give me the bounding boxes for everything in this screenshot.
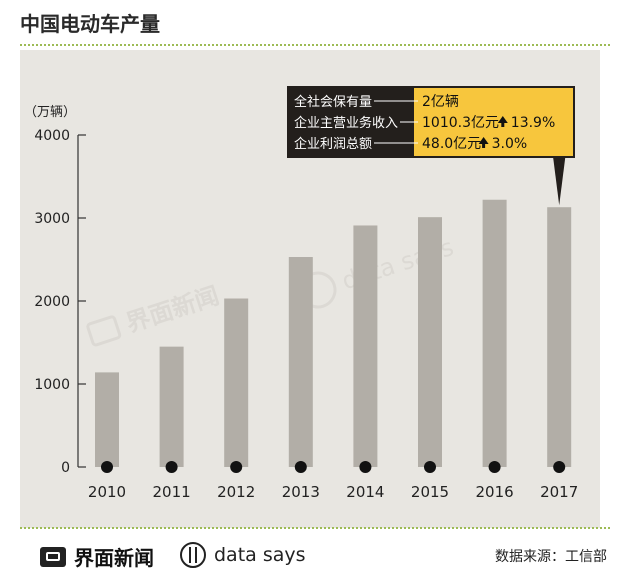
x-dot-2012 (230, 461, 243, 473)
x-tick-label: 2013 (282, 483, 320, 501)
watermark: 界面新闻 data says (86, 233, 457, 347)
x-dot-2015 (424, 461, 436, 473)
jiemian-logo-icon (40, 546, 66, 567)
x-dot-2010 (101, 461, 113, 473)
up-arrow-icon (478, 137, 489, 144)
x-tick-label: 2015 (411, 483, 449, 501)
footer-brand-text: 界面新闻 (74, 546, 154, 570)
bottom-divider (20, 527, 610, 529)
bar-2017 (547, 207, 572, 467)
bar-2011 (159, 346, 184, 467)
data-source: 数据来源：工信部 (495, 549, 607, 565)
watermark-logo-icon (86, 315, 122, 347)
up-arrow-icon (497, 116, 508, 123)
x-tick-label: 2014 (346, 483, 384, 501)
callout-row-change: 3.0% (492, 136, 528, 152)
footer-data-says: data says (180, 542, 306, 568)
x-dot-2016 (488, 461, 501, 473)
chart-title: 中国电动车产量 (20, 12, 160, 36)
y-tick-label: 2000 (34, 294, 70, 310)
y-tick-label: 0 (61, 460, 70, 476)
up-arrow-stem (482, 143, 486, 148)
callout-row-value: 48.0亿元 (422, 136, 481, 152)
watermark-brand: 界面新闻 (123, 281, 223, 337)
y-axis-label: （万辆） (24, 105, 76, 120)
top-divider (20, 44, 610, 46)
x-dot-2017 (553, 461, 566, 473)
callout-row-label: 企业利润总额 (294, 136, 372, 152)
y-tick-label: 1000 (34, 377, 70, 393)
x-dot-2013 (294, 461, 307, 473)
x-dot-2014 (359, 461, 372, 473)
data-says-text: data says (214, 544, 306, 566)
y-tick-label: 4000 (34, 128, 70, 144)
footer-brand: 界面新闻 (40, 542, 154, 571)
data-says-icon (180, 542, 206, 568)
callout-row-value: 1010.3亿元 (422, 115, 499, 131)
bar-2012 (224, 298, 249, 467)
x-tick-label: 2016 (476, 483, 514, 501)
bar-2015 (418, 217, 442, 467)
bar-2013 (288, 257, 313, 467)
callout-row-change: 13.9% (511, 115, 555, 131)
bar-2014 (353, 225, 378, 467)
x-tick-label: 2012 (217, 483, 255, 501)
y-tick-label: 3000 (34, 211, 70, 227)
callout-value-panel (414, 88, 573, 156)
bar-2016 (482, 199, 507, 468)
x-tick-label: 2011 (153, 483, 191, 501)
x-dot-2011 (165, 461, 178, 473)
callout-row-label: 企业主营业务收入 (294, 115, 398, 131)
callout-pointer (553, 158, 566, 206)
bar-2010 (95, 372, 119, 467)
x-tick-label: 2010 (88, 483, 126, 501)
up-arrow-stem (501, 122, 505, 127)
callout-row-label: 全社会保有量 (294, 94, 372, 110)
callout-row-value: 2亿辆 (422, 94, 459, 110)
x-tick-label: 2017 (540, 483, 578, 501)
